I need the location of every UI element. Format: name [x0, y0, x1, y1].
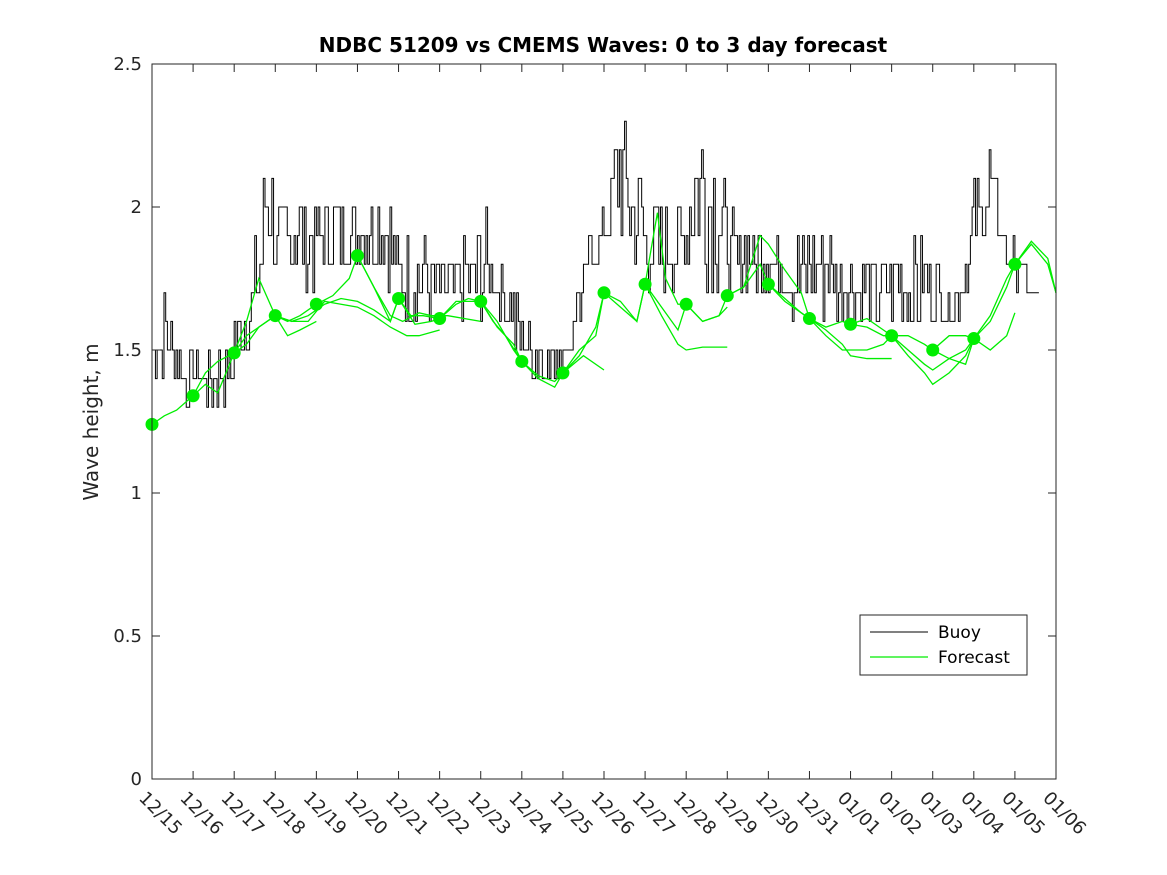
- legend-forecast-label: Forecast: [938, 648, 1010, 668]
- legend-buoy-label: Buoy: [938, 623, 981, 643]
- forecast-marker: [844, 317, 858, 331]
- forecast-marker: [392, 292, 406, 306]
- legend-box: [859, 614, 1028, 676]
- y-axis-label: Wave height, m: [79, 343, 103, 500]
- forecast-marker: [350, 249, 364, 263]
- buoy-line: [152, 120, 1039, 408]
- forecast-marker: [268, 309, 282, 323]
- forecast-marker: [967, 332, 981, 346]
- forecast-line-8: [644, 283, 728, 351]
- forecast-line-7: [562, 212, 975, 374]
- forecast-line-11: [850, 312, 1016, 386]
- forecast-marker: [720, 289, 734, 303]
- forecast-marker: [186, 389, 200, 403]
- forecast-marker: [679, 297, 693, 311]
- legend: Buoy Forecast: [859, 614, 1028, 676]
- forecast-marker: [556, 366, 570, 380]
- forecast-line-10: [767, 243, 1057, 351]
- forecast-line-2: [192, 300, 440, 397]
- forecast-marker: [227, 346, 241, 360]
- y-tick-label: 0: [131, 769, 142, 790]
- forecast-line-3: [233, 254, 481, 354]
- forecast-markers: [145, 249, 1022, 431]
- forecast-marker: [802, 312, 816, 326]
- y-tick-label: 1: [131, 483, 142, 504]
- forecast-marker: [638, 277, 652, 291]
- y-tick-label: 2: [131, 197, 142, 218]
- forecast-marker: [761, 277, 775, 291]
- forecast-marker: [515, 354, 529, 368]
- buoy-series: [152, 120, 1039, 408]
- y-tick-label: 2.5: [113, 54, 142, 75]
- chart-title: NDBC 51209 vs CMEMS Waves: 0 to 3 day fo…: [319, 33, 888, 57]
- forecast-marker: [597, 286, 611, 300]
- forecast-marker: [474, 294, 488, 308]
- y-tick-label: 0.5: [113, 626, 142, 647]
- forecast-marker: [309, 297, 323, 311]
- forecast-marker: [885, 329, 899, 343]
- forecast-marker: [1008, 257, 1022, 271]
- forecast-marker: [926, 343, 940, 357]
- y-tick-label: 1.5: [113, 340, 142, 361]
- forecast-line-12: [932, 240, 1057, 366]
- forecast-marker: [433, 312, 447, 326]
